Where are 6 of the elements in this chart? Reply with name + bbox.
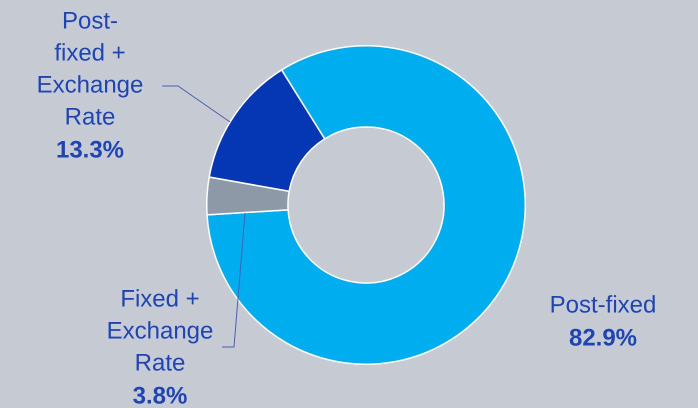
data-label: 13.3%	[56, 136, 124, 164]
slice-label: Post-fixed + Exchange Rate	[36, 8, 144, 131]
data-label: 3.8%	[132, 382, 188, 408]
slice-label: Post-fixed	[550, 292, 656, 319]
data-label: 82.9%	[568, 324, 638, 352]
slice-label: Fixed + Exchange Rate	[106, 286, 214, 377]
